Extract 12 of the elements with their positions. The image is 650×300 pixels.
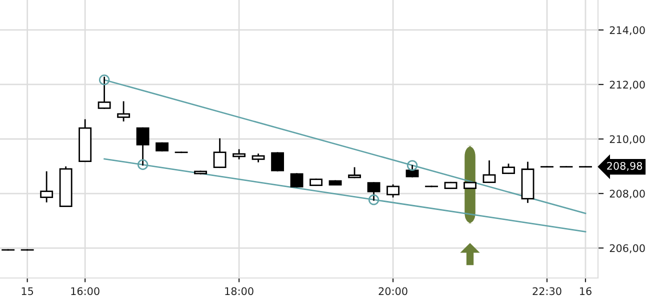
y-tick-label: 210,00 xyxy=(610,135,645,144)
x-tick-label: 22:30 xyxy=(532,287,562,296)
x-tick-label: 18:00 xyxy=(225,287,254,296)
text: 208,98 xyxy=(607,162,642,171)
y-tick-label: 214,00 xyxy=(610,26,645,36)
y-tick-label: 206,00 xyxy=(610,244,645,254)
y-tick-label: 212,00 xyxy=(610,80,645,90)
x-tick-label: 16 xyxy=(580,287,592,296)
x-tick-label: 16:00 xyxy=(71,287,100,296)
x-tick-label: 20:00 xyxy=(378,287,408,296)
y-tick-label: 208,00 xyxy=(610,190,645,199)
x-tick-label: 15 xyxy=(22,287,34,296)
